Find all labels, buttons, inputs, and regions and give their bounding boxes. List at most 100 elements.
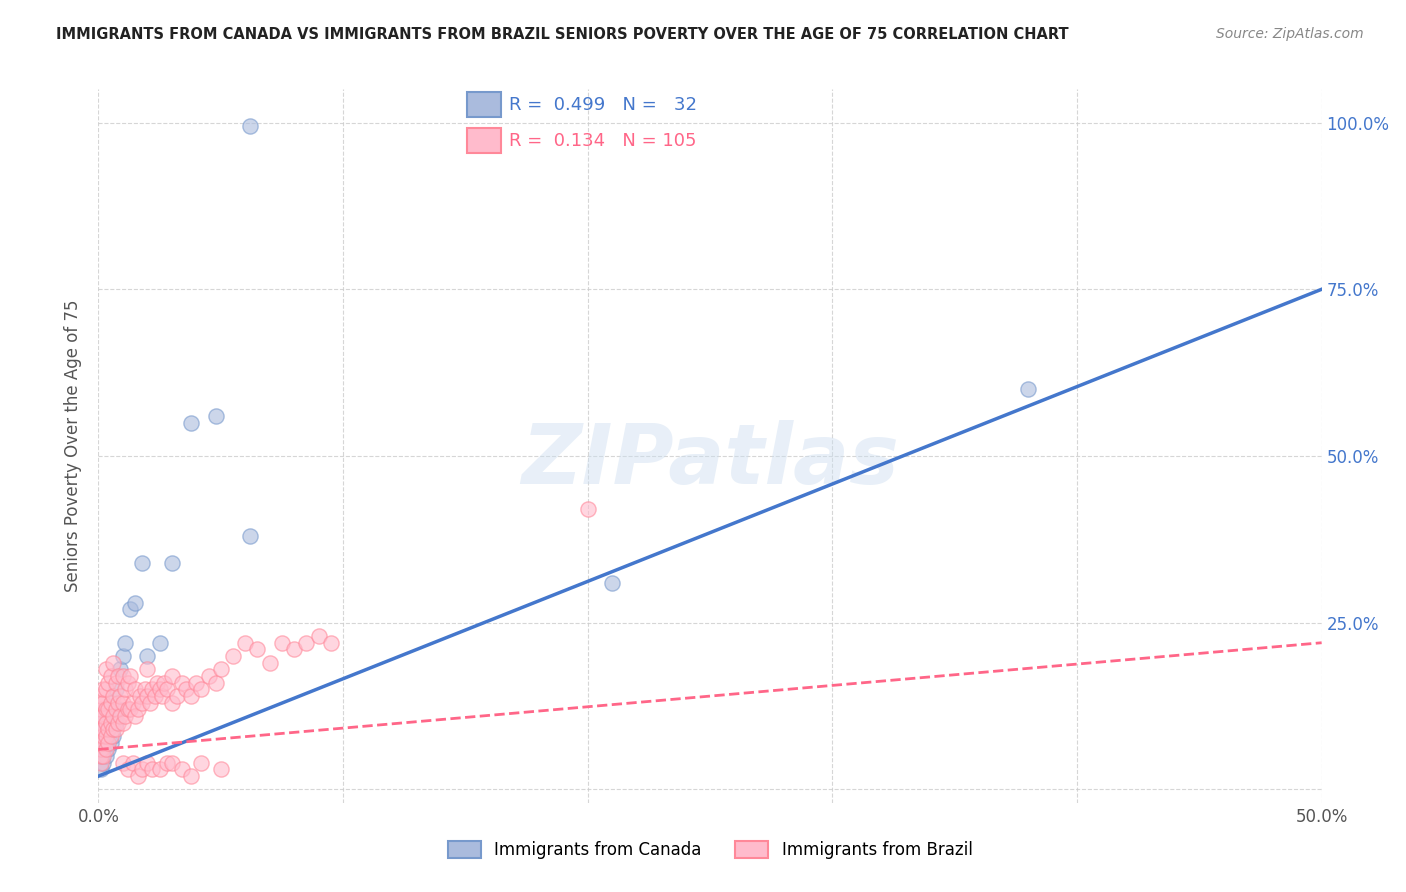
Point: [111, 696, 134, 710]
Point: [131, 763, 153, 777]
Point: [104, 675, 127, 690]
Point: [150, 689, 173, 703]
FancyBboxPatch shape: [467, 128, 501, 153]
Point: [111, 715, 134, 730]
Point: [90, 736, 112, 750]
Point: [160, 556, 183, 570]
Point: [94, 702, 117, 716]
Point: [117, 675, 139, 690]
Point: [114, 709, 136, 723]
Text: Source: ZipAtlas.com: Source: ZipAtlas.com: [1216, 27, 1364, 41]
Point: [90, 729, 112, 743]
Point: [90, 709, 112, 723]
Point: [97, 675, 120, 690]
Point: [190, 756, 212, 770]
Point: [90, 749, 112, 764]
Point: [149, 636, 172, 650]
Point: [90, 689, 112, 703]
Point: [110, 662, 132, 676]
Point: [107, 696, 129, 710]
Point: [111, 649, 134, 664]
Point: [129, 689, 152, 703]
Y-axis label: Seniors Poverty Over the Age of 75: Seniors Poverty Over the Age of 75: [65, 300, 83, 592]
Point: [136, 689, 159, 703]
Point: [120, 602, 142, 616]
Point: [90, 729, 112, 743]
Point: [91, 715, 114, 730]
Point: [190, 682, 212, 697]
Point: [600, 575, 623, 590]
FancyBboxPatch shape: [467, 93, 501, 117]
Point: [97, 702, 120, 716]
Point: [104, 702, 127, 716]
Point: [101, 689, 124, 703]
Text: IMMIGRANTS FROM CANADA VS IMMIGRANTS FROM BRAZIL SENIORS POVERTY OVER THE AGE OF: IMMIGRANTS FROM CANADA VS IMMIGRANTS FRO…: [56, 27, 1069, 42]
Point: [107, 669, 129, 683]
Point: [283, 642, 305, 657]
Text: ZIPatlas: ZIPatlas: [522, 420, 898, 500]
Point: [104, 715, 127, 730]
Point: [90, 696, 112, 710]
Point: [156, 756, 179, 770]
Point: [121, 756, 143, 770]
Point: [239, 119, 262, 133]
Point: [205, 675, 228, 690]
Point: [94, 682, 117, 697]
Point: [90, 742, 112, 756]
Point: [94, 742, 117, 756]
Point: [160, 756, 183, 770]
Point: [100, 696, 122, 710]
Point: [143, 689, 166, 703]
Point: [101, 729, 124, 743]
Point: [104, 682, 127, 697]
Point: [153, 675, 176, 690]
Point: [124, 709, 146, 723]
Point: [117, 702, 139, 716]
Point: [100, 715, 122, 730]
Point: [176, 682, 198, 697]
Point: [180, 416, 202, 430]
Point: [101, 723, 124, 737]
Point: [90, 749, 112, 764]
Point: [166, 689, 188, 703]
Point: [91, 709, 114, 723]
Point: [91, 756, 114, 770]
Point: [114, 682, 136, 697]
Point: [246, 642, 269, 657]
Point: [90, 763, 112, 777]
Point: [170, 675, 193, 690]
Point: [94, 702, 117, 716]
Point: [160, 669, 183, 683]
Point: [127, 769, 149, 783]
Point: [259, 656, 281, 670]
Point: [209, 662, 232, 676]
Point: [139, 696, 162, 710]
Point: [90, 723, 112, 737]
Point: [90, 715, 112, 730]
Point: [136, 649, 159, 664]
Point: [94, 662, 117, 676]
Point: [97, 723, 120, 737]
Point: [134, 682, 156, 697]
Point: [156, 682, 179, 697]
Point: [100, 736, 122, 750]
Point: [91, 742, 114, 756]
Text: R =  0.499   N =   32: R = 0.499 N = 32: [509, 95, 697, 114]
Point: [319, 636, 342, 650]
Point: [120, 669, 142, 683]
Point: [107, 715, 129, 730]
Point: [121, 696, 143, 710]
Point: [1017, 382, 1039, 396]
Point: [124, 596, 146, 610]
Point: [136, 756, 159, 770]
Point: [160, 696, 183, 710]
Point: [186, 675, 208, 690]
Text: R =  0.134   N = 105: R = 0.134 N = 105: [509, 132, 696, 150]
Point: [91, 723, 114, 737]
Point: [131, 696, 153, 710]
Point: [146, 675, 169, 690]
Point: [114, 636, 136, 650]
Point: [100, 669, 122, 683]
Point: [117, 763, 139, 777]
Point: [127, 702, 149, 716]
